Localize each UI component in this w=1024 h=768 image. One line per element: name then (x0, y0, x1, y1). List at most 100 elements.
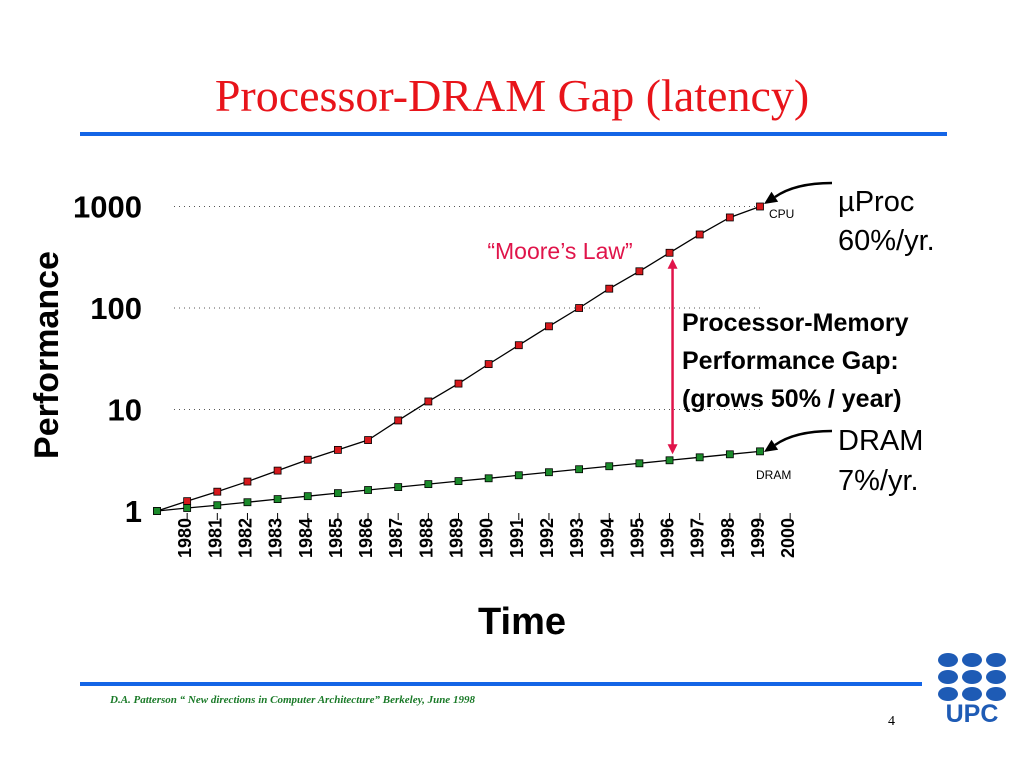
latency-chart: Performance Time 1980 1981 1982 1983 1984 1985… (28, 181, 935, 643)
footer-divider (80, 682, 922, 686)
y-axis-title: Performance (28, 251, 66, 459)
x-tick-label-1981: 1981 (205, 518, 225, 558)
dram-point-1981 (213, 501, 222, 510)
dram-point-1980 (183, 504, 192, 512)
dram-point-1999 (756, 447, 764, 456)
cpu-point-1997 (695, 230, 704, 239)
dram-point-1987 (394, 483, 403, 491)
upc-logo: UPC (938, 653, 1006, 726)
cpu-point-1984 (303, 455, 312, 464)
x-tick-label-1991: 1991 (507, 518, 527, 558)
x-tick-label-1997: 1997 (688, 518, 708, 558)
cpu-point-1991 (514, 341, 523, 350)
cpu-point-1995 (635, 267, 644, 276)
chart-ticks: 1980 1981 1982 1983 1984 1985 1986 1987 1988 1989… (73, 190, 798, 559)
dram-point-1985 (333, 489, 342, 498)
x-tick-label-1990: 1990 (477, 518, 497, 558)
x-tick-label-1999: 1999 (748, 518, 768, 558)
cpu-point-1990 (484, 360, 493, 369)
logo-dot (938, 653, 958, 667)
cpu-point-1992 (545, 322, 553, 331)
y-tick-label-10: 10 (108, 393, 142, 428)
x-tick-label-1996: 1996 (658, 518, 678, 558)
cpu-pointer (774, 181, 833, 199)
dram-point-1979 (153, 507, 161, 515)
x-tick-label-1989: 1989 (447, 518, 467, 558)
dram-pointer-head (764, 439, 779, 452)
cpu-point-1994 (605, 284, 614, 293)
dram-point-1993 (575, 465, 583, 474)
dram-point-1995 (635, 459, 644, 468)
title-divider (80, 132, 947, 136)
x-tick-label-1998: 1998 (718, 518, 738, 558)
dram-point-1986 (364, 486, 372, 494)
page-number: 4 (888, 714, 895, 729)
logo-dot (938, 687, 958, 701)
chart-annotations: “Moore’s Law” CPU DRAM µProc 60%/yr. DRAM 7%/y… (487, 181, 935, 497)
logo-dot (986, 687, 1006, 701)
x-tick-label-1994: 1994 (597, 518, 617, 558)
y-tick-label-1: 1 (125, 494, 142, 529)
cpu-point-1989 (454, 379, 463, 388)
x-tick-label-1992: 1992 (537, 518, 557, 558)
dram-point-1991 (514, 471, 523, 480)
moores-law-label: “Moore’s Law” (487, 238, 632, 264)
gap-arrow-head-down (667, 444, 678, 455)
dram-small-label: DRAM (756, 468, 791, 482)
dram-point-1990 (484, 474, 493, 483)
cpu-point-1983 (273, 466, 282, 475)
cpu-point-1988 (424, 397, 433, 406)
x-tick-label-1982: 1982 (235, 518, 255, 558)
dram-point-1982 (243, 498, 252, 507)
logo-dot (986, 670, 1006, 684)
logo-dot (962, 653, 982, 667)
x-tick-label-1993: 1993 (567, 518, 587, 558)
dram-rate-label: 7%/yr. (838, 465, 919, 497)
logo-dot (938, 670, 958, 684)
cpu-point-1987 (394, 416, 403, 425)
cpu-pointer-head (764, 191, 779, 204)
dram-point-1992 (545, 468, 553, 477)
x-tick-label-1983: 1983 (266, 518, 286, 558)
x-tick-label-1987: 1987 (386, 518, 406, 558)
y-tick-label-100: 100 (90, 291, 142, 326)
dram-point-1996 (665, 456, 674, 465)
cpu-point-1985 (333, 445, 342, 454)
dram-name-label: DRAM (838, 425, 923, 457)
gap-arrow-head-up (667, 258, 678, 269)
logo-dot (962, 670, 982, 684)
x-tick-label-1980: 1980 (175, 518, 195, 558)
chart-series (153, 202, 764, 515)
dram-pointer (774, 429, 833, 447)
x-tick-label-1995: 1995 (627, 518, 647, 558)
footer-citation: D.A. Patterson “ New directions in Compu… (110, 694, 475, 706)
cpu-name-label: µProc (838, 186, 914, 218)
cpu-point-1993 (575, 304, 583, 312)
x-tick-label-1984: 1984 (296, 518, 316, 558)
cpu-small-label: CPU (769, 207, 794, 221)
cpu-rate-label: 60%/yr. (838, 225, 935, 257)
x-tick-label-1985: 1985 (326, 518, 346, 558)
cpu-point-1998 (725, 213, 734, 222)
gap-title-line-2: Performance Gap: (682, 347, 899, 375)
dram-point-1984 (303, 492, 312, 501)
dram-point-1997 (695, 453, 704, 462)
cpu-point-1996 (665, 248, 674, 257)
dram-point-1988 (424, 480, 433, 489)
x-tick-label-2000: 2000 (778, 518, 798, 558)
cpu-point-1982 (243, 477, 252, 486)
cpu-point-1980 (183, 497, 192, 506)
logo-dot (986, 653, 1006, 667)
x-tick-label-1986: 1986 (356, 518, 376, 558)
slide-title: Processor-DRAM Gap (latency) (214, 70, 810, 121)
logo-dot (962, 687, 982, 701)
gap-title-line-1: Processor-Memory (682, 309, 909, 337)
dram-point-1994 (605, 462, 614, 471)
chart-axes: Performance Time (28, 251, 566, 643)
cpu-point-1986 (364, 436, 372, 444)
x-tick-label-1988: 1988 (416, 518, 436, 558)
y-tick-label-1000: 1000 (73, 190, 142, 225)
cpu-point-1999 (756, 202, 764, 211)
gap-title-line-3: (grows 50% / year) (682, 385, 902, 413)
x-axis-title: Time (478, 601, 566, 643)
